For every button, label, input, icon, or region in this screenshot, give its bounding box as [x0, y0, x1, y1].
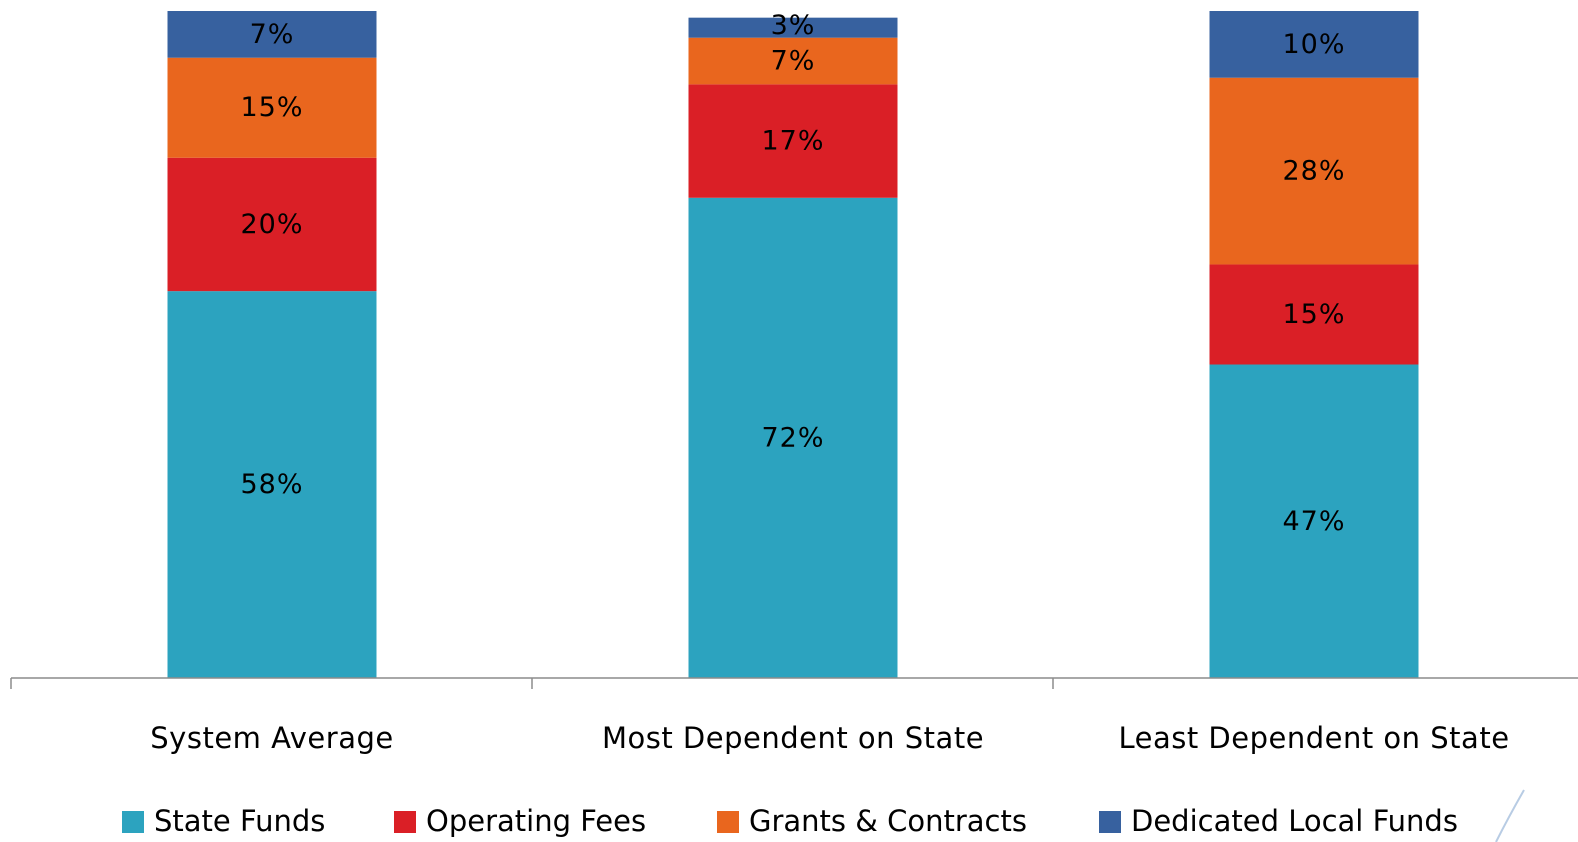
bars-group [167, 11, 1419, 678]
x-tick-label: Least Dependent on State [1118, 721, 1509, 755]
legend-label: Dedicated Local Funds [1131, 804, 1458, 838]
bar-segment-state-funds-2 [1209, 364, 1419, 678]
legend-label: Operating Fees [426, 804, 646, 838]
data-label: 20% [240, 209, 303, 240]
bar-segment-grants-contracts-2 [1209, 77, 1419, 265]
decorative-swoosh [1495, 789, 1525, 842]
legend-swatch [394, 811, 416, 833]
bar-segment-operating-fees-0 [167, 157, 377, 292]
data-label: 15% [1282, 299, 1345, 330]
data-label: 58% [240, 469, 303, 500]
legend-label: Grants & Contracts [749, 804, 1027, 838]
bar-segment-grants-contracts-0 [167, 57, 377, 158]
bar-segment-operating-fees-2 [1209, 264, 1419, 365]
bar-segment-dedicated-local-funds-0 [167, 11, 377, 58]
data-label: 7% [250, 19, 295, 50]
data-label: 7% [771, 46, 816, 77]
x-axis [10, 677, 1578, 689]
bar-segment-grants-contracts-1 [688, 37, 898, 85]
bar-segment-state-funds-0 [167, 291, 377, 678]
x-tick-label: System Average [150, 721, 393, 755]
legend-swatch [1099, 811, 1121, 833]
legend: State Funds Operating Fees Grants & Contra… [122, 804, 1458, 838]
bar-segment-dedicated-local-funds-2 [1209, 11, 1419, 78]
legend-swatch [122, 811, 144, 833]
data-label: 72% [761, 422, 824, 453]
segment-labels-group: 58% 20% 15% 7% 72% 17% 7% 3% 47% 15% 28% 10% [240, 10, 1345, 537]
bar-segment-state-funds-1 [688, 197, 898, 678]
data-label: 47% [1282, 506, 1345, 537]
bar-segment-operating-fees-1 [688, 84, 898, 198]
x-tick-label: Most Dependent on State [602, 721, 984, 755]
legend-label: State Funds [154, 804, 325, 838]
data-label: 3% [771, 10, 816, 41]
data-label: 10% [1282, 29, 1345, 60]
category-labels-group: System Average Most Dependent on State Lea… [150, 721, 1509, 755]
bar-segment-dedicated-local-funds-1 [688, 17, 898, 38]
legend-swatch [717, 811, 739, 833]
data-label: 15% [240, 92, 303, 123]
data-label: 17% [761, 126, 824, 157]
data-label: 28% [1282, 156, 1345, 187]
